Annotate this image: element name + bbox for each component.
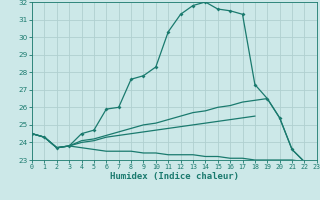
X-axis label: Humidex (Indice chaleur): Humidex (Indice chaleur) bbox=[110, 172, 239, 181]
